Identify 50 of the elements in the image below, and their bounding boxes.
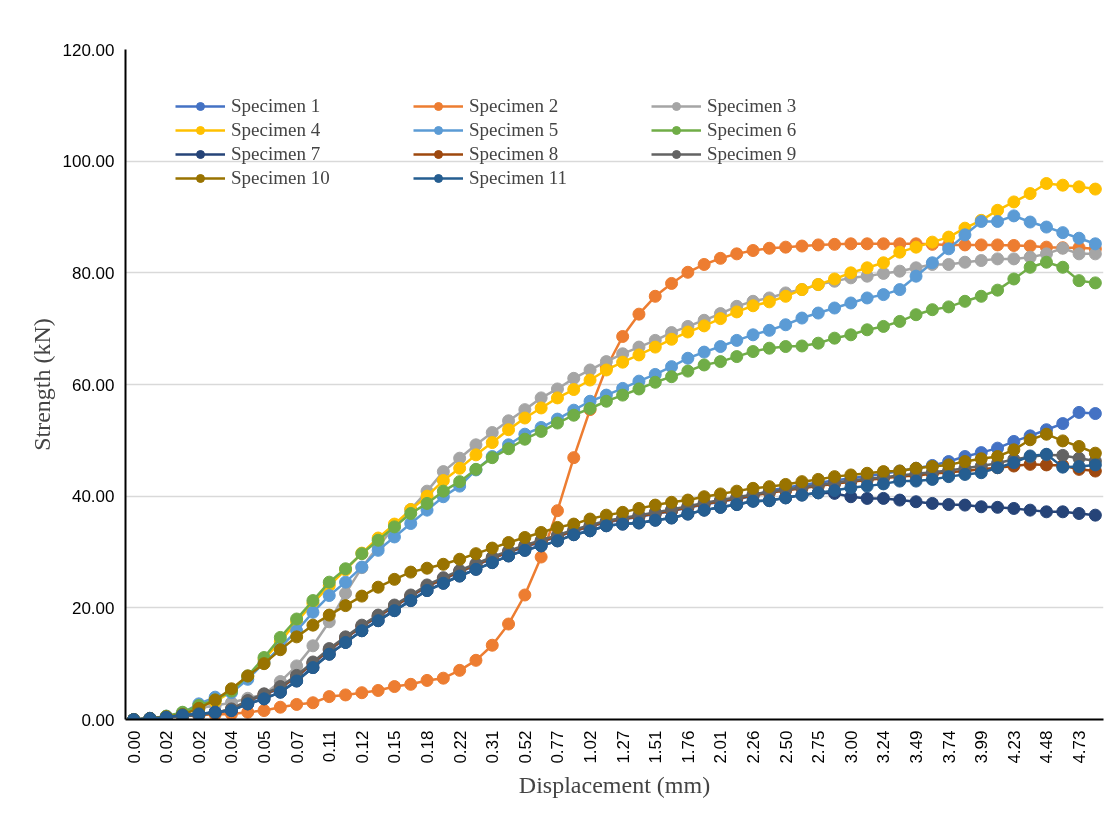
x-tick-label: 0.12 <box>352 730 372 764</box>
x-tick-label: 0.11 <box>320 730 340 763</box>
x-tick-label: 0.22 <box>450 730 470 764</box>
y-tick-label: 0.00 <box>81 710 115 730</box>
x-tick-label: 3.99 <box>972 730 992 764</box>
x-tick-label: 1.51 <box>646 730 666 764</box>
x-tick-label: 0.18 <box>418 730 438 764</box>
x-tick-label: 0.52 <box>515 730 535 764</box>
legend-label: Specimen 9 <box>707 143 798 165</box>
x-tick-label: 2.75 <box>809 730 829 764</box>
x-tick-label: 1.27 <box>613 730 633 764</box>
y-tick-label: 60.00 <box>71 375 115 395</box>
legend-label: Specimen 2 <box>469 95 560 117</box>
x-tick-label: 3.24 <box>874 730 894 764</box>
x-tick-label: 4.23 <box>1004 730 1024 764</box>
legend-label: Specimen 8 <box>469 143 560 165</box>
x-tick-label: 2.26 <box>744 730 764 764</box>
x-tick-label: 1.76 <box>678 730 698 764</box>
x-tick-label: 0.31 <box>483 730 503 764</box>
x-tick-label: 4.48 <box>1037 730 1057 764</box>
y-tick-label: 100.00 <box>62 152 115 172</box>
x-tick-label: 3.49 <box>907 730 927 764</box>
legend-label: Specimen 7 <box>231 143 322 165</box>
y-tick-label: 120.00 <box>62 40 115 60</box>
legend-label: Specimen 5 <box>469 119 560 141</box>
legend-label: Specimen 4 <box>231 119 322 141</box>
x-tick-label: 0.77 <box>548 730 568 764</box>
x-tick-label: 4.73 <box>1070 730 1090 764</box>
x-tick-label: 0.04 <box>222 730 242 764</box>
x-axis-title: Displacement (mm) <box>518 771 711 798</box>
legend-label: Specimen 11 <box>469 167 568 189</box>
y-tick-label: 80.00 <box>71 263 115 283</box>
x-tick-label: 3.74 <box>939 730 959 764</box>
x-tick-label: 3.00 <box>841 730 861 764</box>
legend-label: Specimen 10 <box>231 167 331 189</box>
y-tick-label: 20.00 <box>71 598 115 618</box>
y-tick-label: 40.00 <box>71 487 115 507</box>
legend-label: Specimen 6 <box>707 119 798 141</box>
legend-label: Specimen 1 <box>231 95 322 117</box>
x-tick-label: 0.15 <box>385 730 405 764</box>
x-tick-label: 0.05 <box>255 730 275 764</box>
x-tick-label: 0.07 <box>287 730 307 764</box>
x-tick-label: 2.01 <box>711 730 731 764</box>
legend-label: Specimen 3 <box>707 95 798 117</box>
x-tick-label: 0.00 <box>124 730 144 764</box>
x-tick-label: 2.50 <box>776 730 796 764</box>
x-tick-label: 0.02 <box>157 730 177 764</box>
y-axis-title: Strength (kN) <box>28 318 55 451</box>
x-tick-label: 1.02 <box>581 730 601 764</box>
x-tick-label: 0.02 <box>189 730 209 764</box>
